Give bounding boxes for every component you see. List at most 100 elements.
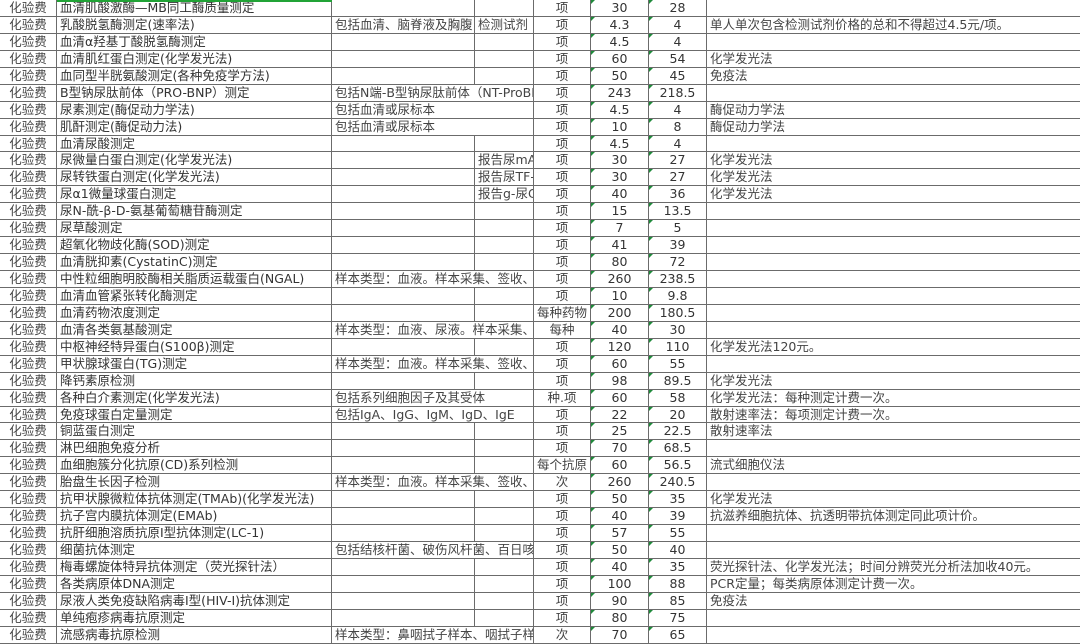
item-name-cell[interactable]: 血清血管紧张转化酶测定: [57, 287, 332, 304]
price-cell[interactable]: 4.5: [591, 33, 649, 50]
category-cell[interactable]: 化验费: [0, 338, 57, 355]
price-cell[interactable]: 40: [591, 321, 649, 338]
note-cell[interactable]: 免疫法: [710, 592, 748, 608]
note-cell[interactable]: [707, 474, 1080, 490]
item-name-cell[interactable]: 尿转铁蛋白测定(化学发光法): [57, 169, 332, 186]
extra-cell[interactable]: [475, 135, 534, 152]
unit-cell[interactable]: 项: [534, 0, 591, 16]
item-name-cell[interactable]: 各种白介素测定(化学发光法): [57, 389, 332, 406]
unit-cell[interactable]: 项: [534, 101, 591, 118]
item-name-cell[interactable]: 细菌抗体测定: [57, 542, 332, 558]
extra-cell[interactable]: 报告尿TF-: [475, 169, 534, 186]
item-name-cell[interactable]: 流感病毒抗原检测: [57, 626, 332, 643]
category-cell[interactable]: 化验费: [0, 237, 57, 254]
category-cell[interactable]: 化验费: [0, 220, 57, 237]
price-cell[interactable]: 40: [591, 186, 649, 203]
description-cell[interactable]: 样本类型：血液。样本采集、签收、: [332, 355, 534, 372]
note-cell[interactable]: [707, 0, 1080, 16]
item-name-cell[interactable]: 血同型半胱氨酸测定(各种免疫学方法): [57, 67, 332, 84]
discount-price-cell[interactable]: 55: [649, 525, 707, 541]
unit-cell[interactable]: 项: [534, 372, 591, 389]
description-cell[interactable]: [332, 372, 475, 389]
item-name-cell[interactable]: 各类病原体DNA测定: [57, 575, 332, 592]
description-cell[interactable]: [332, 609, 475, 626]
discount-price-cell[interactable]: 4: [649, 33, 707, 50]
price-cell[interactable]: 50: [591, 542, 649, 558]
description-cell[interactable]: 包括N端-B型钠尿肽前体（NT-ProBNP）: [332, 84, 534, 101]
discount-price-cell[interactable]: 180.5: [649, 304, 707, 321]
note-cell[interactable]: 酶促动力学法: [710, 101, 786, 117]
price-cell[interactable]: 40: [591, 558, 649, 575]
note-cell[interactable]: 化学发光法: [710, 186, 773, 202]
category-cell[interactable]: 化验费: [0, 457, 57, 474]
note-cell[interactable]: [707, 322, 1080, 338]
extra-cell[interactable]: 报告g-尿C: [475, 186, 534, 203]
item-name-cell[interactable]: 胎盘生长因子检测: [57, 474, 332, 491]
extra-cell[interactable]: [475, 592, 534, 609]
category-cell[interactable]: 化验费: [0, 118, 57, 135]
note-cell[interactable]: [707, 610, 1080, 626]
note-cell[interactable]: 化学发光法: [710, 50, 773, 66]
unit-cell[interactable]: 项: [534, 491, 591, 508]
discount-price-cell[interactable]: 35: [649, 558, 707, 575]
item-name-cell[interactable]: 血清肌酸激酶—MB同工酶质量测定: [57, 0, 332, 16]
description-cell[interactable]: 包括血清或尿标本: [332, 118, 534, 135]
category-cell[interactable]: 化验费: [0, 592, 57, 609]
note-cell[interactable]: [707, 34, 1080, 50]
description-cell[interactable]: 样本类型：血液。样本采集、签收、: [332, 474, 534, 491]
unit-cell[interactable]: 每种药物: [534, 304, 591, 321]
unit-cell[interactable]: 项: [534, 254, 591, 270]
unit-cell[interactable]: 项: [534, 33, 591, 50]
extra-cell[interactable]: [475, 575, 534, 592]
unit-cell[interactable]: 项: [534, 16, 591, 33]
price-cell[interactable]: 41: [591, 237, 649, 254]
category-cell[interactable]: 化验费: [0, 423, 57, 440]
category-cell[interactable]: 化验费: [0, 271, 57, 287]
unit-cell[interactable]: 项: [534, 84, 591, 101]
price-cell[interactable]: 60: [591, 457, 649, 474]
description-cell[interactable]: [332, 592, 475, 609]
category-cell[interactable]: 化验费: [0, 84, 57, 101]
discount-price-cell[interactable]: 22.5: [649, 423, 707, 440]
unit-cell[interactable]: 每种: [534, 321, 591, 338]
unit-cell[interactable]: 项: [534, 50, 591, 67]
extra-cell[interactable]: [475, 254, 534, 270]
extra-cell[interactable]: [475, 457, 534, 474]
price-cell[interactable]: 120: [591, 338, 649, 355]
price-cell[interactable]: 50: [591, 491, 649, 508]
price-cell[interactable]: 60: [591, 355, 649, 372]
note-cell[interactable]: PCR定量；每类病原体测定计费一次。: [710, 575, 923, 591]
category-cell[interactable]: 化验费: [0, 321, 57, 338]
note-cell[interactable]: [707, 271, 1080, 287]
note-cell[interactable]: 流式细胞仪法: [710, 457, 786, 473]
category-cell[interactable]: 化验费: [0, 0, 57, 16]
discount-price-cell[interactable]: 45: [649, 67, 707, 84]
item-name-cell[interactable]: 抗子宫内膜抗体测定(EMAb): [57, 508, 332, 525]
unit-cell[interactable]: 项: [534, 186, 591, 203]
description-cell[interactable]: [332, 440, 475, 457]
category-cell[interactable]: 化验费: [0, 186, 57, 203]
note-cell[interactable]: [707, 288, 1080, 304]
discount-price-cell[interactable]: 240.5: [649, 474, 707, 491]
item-name-cell[interactable]: 血清药物浓度测定: [57, 304, 332, 321]
note-cell[interactable]: 荧光探针法、化学发光法；时间分辨荧光分析法加收40元。: [710, 558, 1039, 574]
item-name-cell[interactable]: 肌酐测定(酶促动力法): [57, 118, 332, 135]
discount-price-cell[interactable]: 20: [649, 406, 707, 423]
discount-price-cell[interactable]: 4: [649, 101, 707, 118]
extra-cell[interactable]: [475, 33, 534, 50]
price-cell[interactable]: 243: [591, 84, 649, 101]
description-cell[interactable]: 包括血清或尿标本: [332, 101, 534, 118]
discount-price-cell[interactable]: 68.5: [649, 440, 707, 457]
unit-cell[interactable]: 项: [534, 558, 591, 575]
discount-price-cell[interactable]: 72: [649, 254, 707, 270]
unit-cell[interactable]: 项: [534, 67, 591, 84]
unit-cell[interactable]: 项: [534, 355, 591, 372]
description-cell[interactable]: [332, 135, 475, 152]
price-cell[interactable]: 260: [591, 271, 649, 287]
category-cell[interactable]: 化验费: [0, 101, 57, 118]
description-cell[interactable]: [332, 33, 475, 50]
unit-cell[interactable]: 项: [534, 406, 591, 423]
category-cell[interactable]: 化验费: [0, 542, 57, 558]
description-cell[interactable]: 样本类型：鼻咽拭子样本、咽拭子样本: [332, 626, 534, 643]
item-name-cell[interactable]: 免疫球蛋白定量测定: [57, 406, 332, 423]
